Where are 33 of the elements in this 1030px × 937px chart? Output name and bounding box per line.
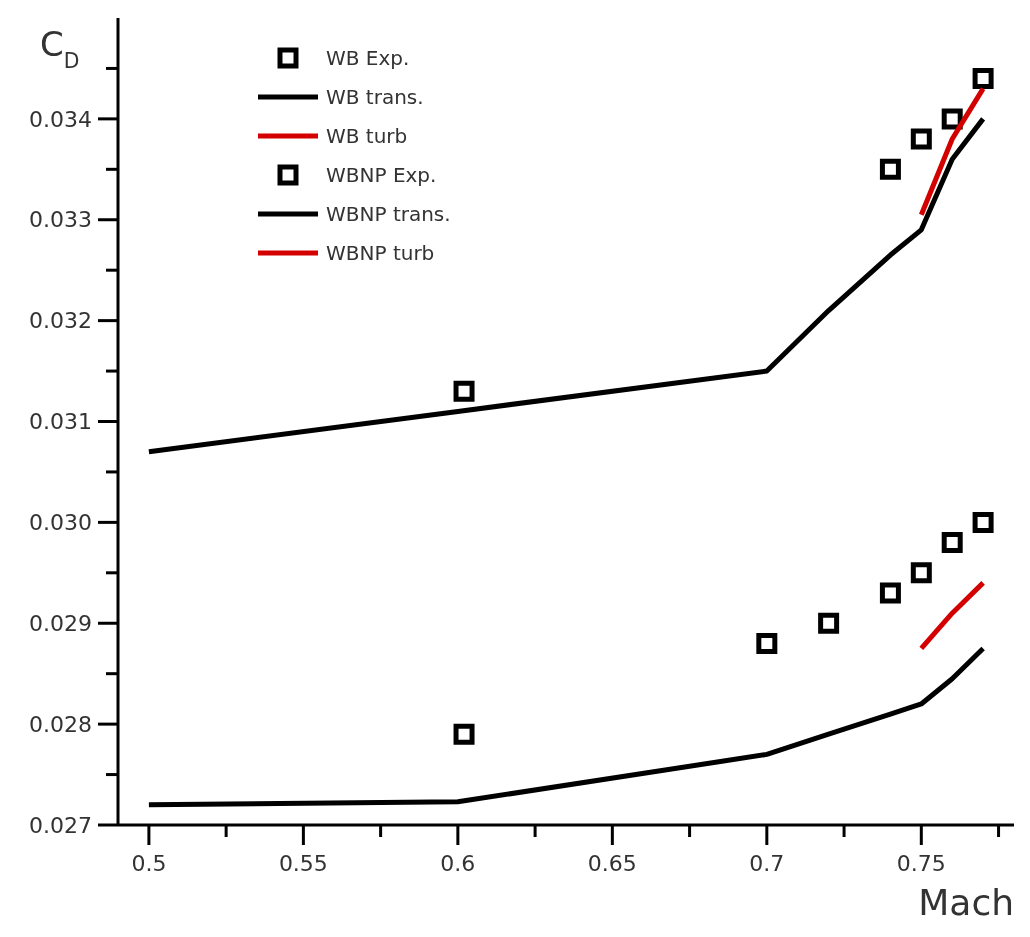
point (972, 68, 994, 90)
legend-label: WB Exp. (326, 46, 410, 70)
x-tick-label: 0.55 (278, 851, 328, 876)
point (879, 582, 901, 604)
point (941, 532, 963, 554)
point (756, 632, 778, 654)
point (879, 158, 901, 180)
point (818, 612, 840, 634)
point (910, 562, 932, 584)
x-tick-label: 0.7 (749, 851, 785, 876)
point (453, 723, 475, 745)
point (910, 128, 932, 150)
legend-label: WB trans. (326, 85, 424, 109)
y-tick-label: 0.027 (29, 812, 92, 838)
legend-label: WBNP Exp. (326, 163, 437, 187)
x-tick-label: 0.75 (896, 851, 946, 876)
y-tick-label: 0.033 (29, 207, 92, 233)
y-tick-label: 0.034 (29, 106, 92, 132)
y-tick-label: 0.031 (29, 409, 92, 435)
y-tick-label: 0.028 (29, 711, 92, 737)
y-tick-label: 0.029 (29, 610, 92, 636)
y-tick-label: 0.030 (29, 510, 92, 536)
y-tick-label: 0.032 (29, 308, 92, 334)
x-tick-label: 0.5 (131, 851, 167, 876)
x-tick-label: 0.6 (440, 851, 476, 876)
point (453, 380, 475, 402)
legend-label: WBNP trans. (326, 202, 451, 226)
point (972, 511, 994, 533)
x-axis-title: Mach (918, 882, 1014, 923)
x-tick-label: 0.65 (587, 851, 637, 876)
legend-label: WBNP turb (326, 241, 435, 265)
legend-label: WB turb (326, 124, 408, 148)
y-axis-title: C$_{D}$ (40, 24, 80, 73)
